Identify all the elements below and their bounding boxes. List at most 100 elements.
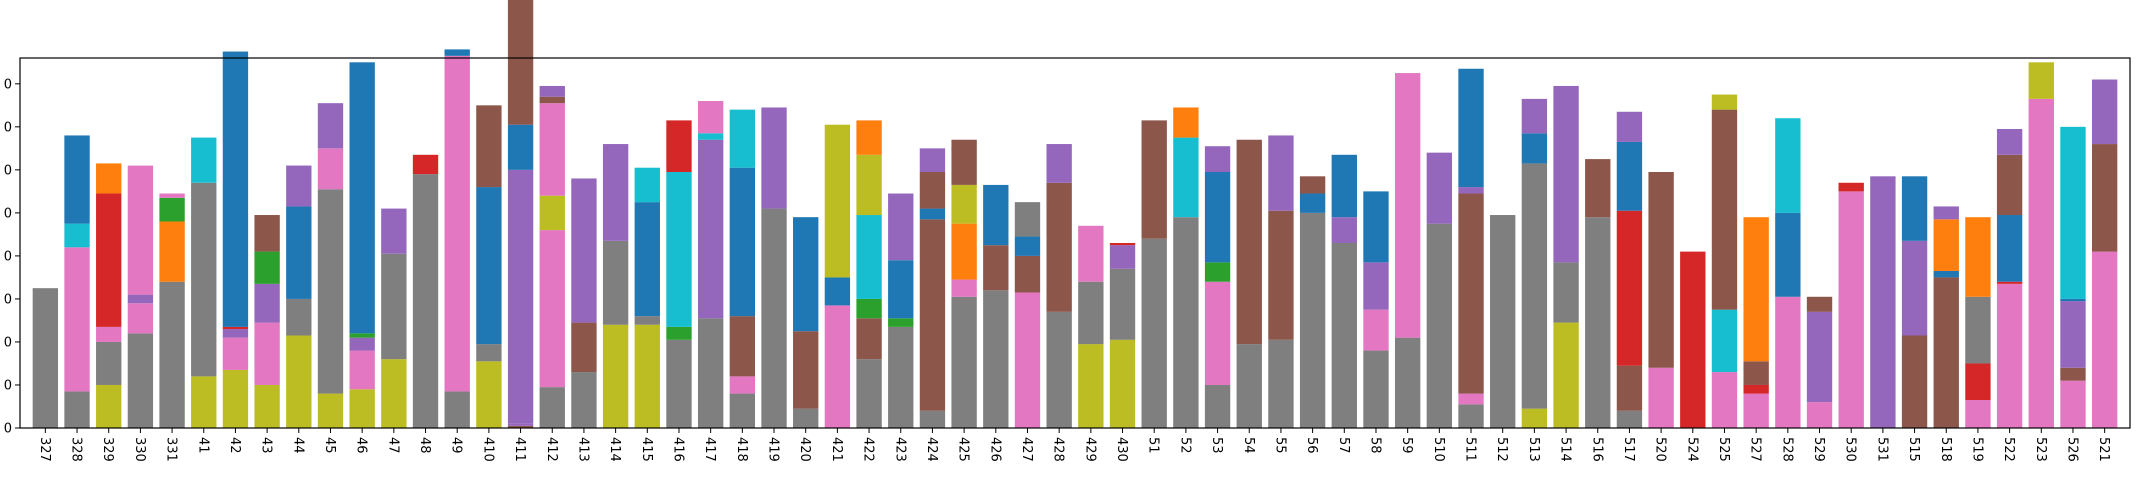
bar-segment-410-3 (476, 105, 502, 188)
bar-segment-328-3 (64, 135, 90, 224)
x-tick-label-328: 328 (69, 437, 84, 462)
bar-segment-528-2 (1775, 118, 1801, 213)
bar-stack-525 (1711, 94, 1738, 428)
bar-segment-518-1 (1933, 270, 1959, 278)
bar-segment-429-2 (1078, 225, 1104, 282)
bar-segment-54-0 (1236, 344, 1262, 428)
bar-segment-412-5 (539, 85, 565, 97)
bar-segment-515-2 (1901, 176, 1928, 241)
x-tick-label-418: 418 (734, 437, 749, 462)
bar-segment-58-1 (1363, 309, 1389, 351)
bar-segment-42-2 (222, 329, 249, 338)
bar-segment-331-2 (159, 197, 185, 222)
bar-segment-421-1 (824, 277, 851, 306)
bar-stack-423 (888, 193, 914, 428)
bar-segment-522-0 (1996, 283, 2023, 428)
bar-stack-330 (127, 165, 154, 428)
bar-segment-46-3 (349, 333, 375, 338)
bar-segment-420-2 (793, 217, 819, 332)
x-tick-label-423: 423 (892, 437, 907, 462)
y-tick-label: 0 (4, 292, 12, 307)
bar-segment-420-1 (793, 331, 819, 409)
bar-segment-522-3 (1996, 154, 2023, 216)
bar-stack-520 (1648, 172, 1674, 428)
bar-segment-417-1 (697, 139, 724, 319)
bar-segment-430-0 (1109, 339, 1136, 428)
bar-segment-421-2 (824, 124, 851, 278)
bar-segment-414-2 (602, 144, 629, 241)
bar-segment-425-2 (951, 223, 977, 280)
bar-segment-53-2 (1204, 262, 1231, 282)
bar-segment-411-1 (507, 423, 534, 426)
x-tick-label-519: 519 (1969, 437, 1984, 462)
bar-stack-414 (602, 144, 629, 428)
bar-stack-412 (539, 85, 565, 428)
bar-stack-411 (507, 0, 534, 428)
bar-segment-522-1 (1996, 281, 2023, 284)
bar-segment-525-2 (1711, 109, 1738, 310)
bar-segment-49-1 (444, 55, 470, 392)
bar-segment-410-2 (476, 187, 502, 345)
bar-segment-416-1 (666, 326, 692, 340)
x-tick-label-46: 46 (354, 437, 369, 454)
bar-segment-428-1 (1046, 182, 1072, 312)
bar-segment-57-1 (1331, 217, 1357, 243)
bar-segment-52-1 (1173, 137, 1199, 218)
x-tick-label-522: 522 (2001, 437, 2016, 462)
bar-segment-517-1 (1616, 365, 1643, 411)
bar-segment-55-1 (1268, 210, 1294, 340)
bar-segment-511-0 (1458, 404, 1484, 428)
x-tick-label-428: 428 (1051, 437, 1066, 462)
bar-segment-42-3 (222, 326, 249, 330)
bar-segment-330-3 (127, 165, 154, 295)
bar-segment-47-1 (381, 253, 407, 360)
bar-segment-523-1 (2028, 62, 2054, 99)
bar-segment-428-0 (1046, 311, 1072, 428)
bar-segment-521-2 (2091, 79, 2118, 145)
bar-segment-418-2 (729, 316, 756, 377)
bar-segment-415-1 (634, 316, 660, 325)
x-tick-label-429: 429 (1082, 437, 1097, 462)
y-tick-label: 0 (4, 249, 12, 264)
bar-segment-412-3 (539, 103, 565, 196)
bar-segment-519-1 (1965, 363, 1991, 401)
bar-segment-56-1 (1299, 193, 1326, 213)
bar-stack-511 (1458, 68, 1484, 428)
bar-segment-526-1 (2060, 367, 2086, 381)
bar-segment-530-0 (1838, 191, 1864, 428)
bar-segment-518-0 (1933, 277, 1959, 428)
x-tick-label-512: 512 (1494, 437, 1509, 462)
bar-segment-41-2 (191, 137, 217, 183)
bar-segment-59-1 (1394, 73, 1421, 338)
bar-segment-511-2 (1458, 193, 1484, 394)
bar-segment-43-1 (254, 322, 280, 385)
bar-segment-515-0 (1901, 335, 1928, 428)
bar-segment-427-1 (1014, 255, 1041, 293)
bar-segment-411-2 (507, 169, 534, 424)
x-tick-label-514: 514 (1558, 437, 1573, 462)
bar-segment-524-0 (1680, 251, 1706, 428)
bar-segment-416-0 (666, 339, 692, 428)
bar-segment-429-0 (1078, 344, 1104, 428)
x-axis: 327 328 329 330 331 41 42 43 44 45 46 47 48 49 410 411 4… (37, 428, 2111, 462)
bar-segment-520-1 (1648, 172, 1674, 368)
bar-segment-42-1 (222, 337, 249, 370)
bar-stack-419 (761, 107, 787, 428)
bar-segment-424-1 (919, 219, 946, 411)
bar-stack-513 (1521, 98, 1548, 428)
x-tick-label-59: 59 (1399, 437, 1414, 454)
bar-stack-519 (1965, 217, 1991, 428)
bar-segment-529-1 (1806, 311, 1833, 403)
bar-segment-516-1 (1585, 159, 1611, 218)
bar-segment-56-2 (1299, 176, 1326, 194)
bar-segment-53-1 (1204, 281, 1231, 385)
bar-segment-328-1 (64, 247, 90, 392)
bar-segment-517-2 (1616, 210, 1643, 366)
bar-segment-523-0 (2028, 98, 2054, 429)
bar-stack-529 (1806, 296, 1833, 428)
bar-segment-329-1 (96, 341, 122, 385)
bar-segment-422-5 (856, 120, 882, 155)
x-tick-label-511: 511 (1463, 437, 1478, 462)
bar-stack-515 (1901, 176, 1928, 428)
